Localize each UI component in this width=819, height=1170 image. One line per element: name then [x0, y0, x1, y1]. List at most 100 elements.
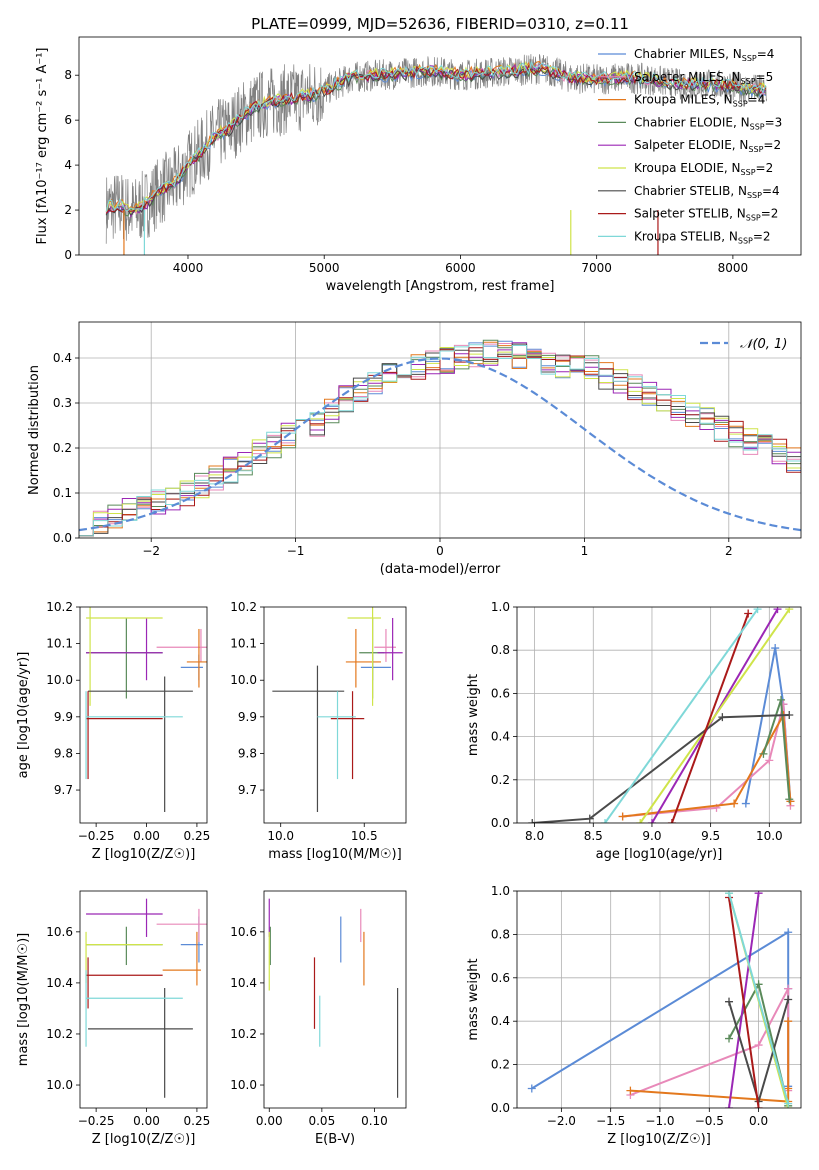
- panel-mass-weight-vs-age: 8.0 8.5 9.0 9.5 10.0 0.0 0.2 0.4 0.6 0.8 1.0 age [l…: [466, 600, 802, 862]
- histogram-kroupa-stelib: [79, 344, 801, 537]
- weight-marker: [741, 799, 750, 808]
- weight-marker: [725, 1034, 734, 1043]
- weight-marker: [784, 1099, 793, 1108]
- y-tick-label: 10.1: [230, 637, 257, 651]
- x-tick-label: 8000: [718, 261, 749, 275]
- plot-area-mass-vs-ebv: [268, 898, 399, 1098]
- x-axis-label: Z [log10(Z/Z☉)]: [607, 1132, 711, 1147]
- y-tick-label: 10.6: [46, 925, 73, 939]
- x-axis-label: Z [log10(Z/Z☉)]: [92, 847, 196, 862]
- x-tick-label: 1: [581, 544, 589, 558]
- y-tick-label: 10.4: [230, 976, 257, 990]
- legend-entry: Kroupa STELIB, NSSP=2: [634, 229, 771, 245]
- y-tick-label: 0.8: [491, 927, 510, 941]
- y-tick-label: 9.8: [54, 746, 73, 760]
- y-axis-label: mass weight: [466, 674, 481, 756]
- panel-age-vs-z: −0.25 0.00 0.25 9.7 9.8 9.9 10.0 10.1 10.2 Z [log…: [16, 600, 210, 862]
- weight-marker: [784, 928, 793, 937]
- weight-line: [728, 897, 760, 1108]
- x-tick-label: −1.5: [596, 1114, 625, 1128]
- x-tick-label: 4000: [173, 261, 204, 275]
- y-tick-label: 0.1: [53, 486, 72, 500]
- legend-entry: 𝒩(0, 1): [740, 337, 787, 352]
- y-tick-label: 1.0: [491, 884, 510, 898]
- weight-line: [639, 608, 791, 823]
- y-tick-label: 6: [64, 113, 72, 127]
- x-tick-label: 5000: [309, 261, 340, 275]
- y-tick-label: 0.2: [491, 1058, 510, 1072]
- y-tick-label: 10.0: [46, 673, 73, 687]
- y-tick-label: 1.0: [491, 600, 510, 614]
- panel-spectrum: 4000 5000 6000 7000 8000 0 2 4 6 8 wavelength [Ang…: [35, 36, 802, 294]
- weight-marker: [626, 1086, 635, 1095]
- axes-frame: [79, 606, 208, 824]
- legend-entry: Kroupa MILES, NSSP=4: [634, 93, 765, 109]
- x-axis-label: (data-model)/error: [380, 562, 501, 577]
- y-tick-label: 0.4: [491, 730, 510, 744]
- x-tick-label: −1: [287, 544, 305, 558]
- model-line-chabrier-stelib: [105, 66, 766, 216]
- weight-line: [728, 892, 790, 1104]
- x-tick-label: −1.0: [645, 1114, 674, 1128]
- x-tick-label: 0: [436, 544, 444, 558]
- legend-entry: Chabrier MILES, NSSP=4: [634, 47, 774, 63]
- x-tick-label: 2: [725, 544, 733, 558]
- plot-area-age-vs-mass: [272, 607, 403, 813]
- weight-marker: [773, 607, 782, 614]
- x-tick-label: 0.25: [184, 1114, 211, 1128]
- weight-marker: [785, 795, 794, 804]
- legend-entry: Chabrier ELODIE, NSSP=3: [634, 115, 782, 131]
- y-tick-label: 0.3: [53, 396, 72, 410]
- weight-line: [604, 608, 759, 823]
- y-tick-label: 0.0: [53, 531, 72, 545]
- y-tick-label: 8: [64, 68, 72, 82]
- weight-marker: [730, 799, 739, 808]
- x-tick-label: 10.0: [756, 829, 783, 843]
- y-tick-label: 0.8: [491, 643, 510, 657]
- x-tick-label: 10.5: [351, 829, 378, 843]
- plot-area-spectrum: [105, 54, 768, 255]
- weight-marker: [753, 607, 762, 614]
- x-tick-label: 6000: [445, 261, 476, 275]
- x-tick-label: −2: [142, 544, 160, 558]
- axes-frame: [78, 321, 802, 539]
- axes-frame: [516, 606, 802, 824]
- y-tick-label: 10.2: [46, 600, 73, 614]
- weight-marker: [759, 749, 768, 758]
- y-axis-label: mass [log10(M/M☉)]: [16, 933, 31, 1066]
- y-tick-label: 10.0: [230, 673, 257, 687]
- y-tick-label: 0.2: [53, 441, 72, 455]
- y-tick-label: 9.9: [54, 710, 73, 724]
- weight-line: [622, 711, 792, 818]
- weight-marker: [528, 819, 537, 823]
- y-tick-label: 0.4: [491, 1014, 510, 1028]
- weight-marker: [601, 819, 610, 823]
- weight-marker: [718, 713, 727, 722]
- y-tick-label: 9.7: [54, 783, 73, 797]
- x-tick-label: 10.0: [267, 829, 294, 843]
- weight-marker: [725, 997, 734, 1006]
- axes-frame: [263, 606, 407, 824]
- weight-marker: [585, 814, 594, 823]
- y-tick-label: 10.6: [230, 925, 257, 939]
- weight-line: [630, 1021, 790, 1103]
- x-tick-label: 0.00: [256, 1114, 283, 1128]
- histogram-chabrier-stelib: [79, 343, 801, 537]
- weight-marker: [784, 1017, 793, 1026]
- x-tick-label: 0.10: [361, 1114, 388, 1128]
- axes-frame: [516, 890, 802, 1109]
- y-tick-label: 0.6: [491, 971, 510, 985]
- weight-line: [622, 703, 792, 818]
- plot-area-mass-weight-vs-age: [517, 607, 801, 823]
- y-tick-label: 10.2: [230, 1027, 257, 1041]
- y-tick-label: 10.2: [230, 600, 257, 614]
- x-tick-label: 8.5: [584, 829, 603, 843]
- y-tick-label: 0.0: [491, 816, 510, 830]
- x-axis-label: Z [log10(Z/Z☉)]: [92, 1132, 196, 1147]
- legend-entry: Salpeter ELODIE, NSSP=2: [634, 138, 781, 154]
- weight-marker: [785, 607, 794, 614]
- y-tick-label: 0.0: [491, 1101, 510, 1115]
- plot-area-age-vs-z: [85, 607, 207, 813]
- x-tick-label: 8.0: [525, 829, 544, 843]
- panel-age-vs-mass: 10.0 10.5 9.7 9.8 9.9 10.0 10.1 10.2 mass [log10…: [230, 600, 407, 862]
